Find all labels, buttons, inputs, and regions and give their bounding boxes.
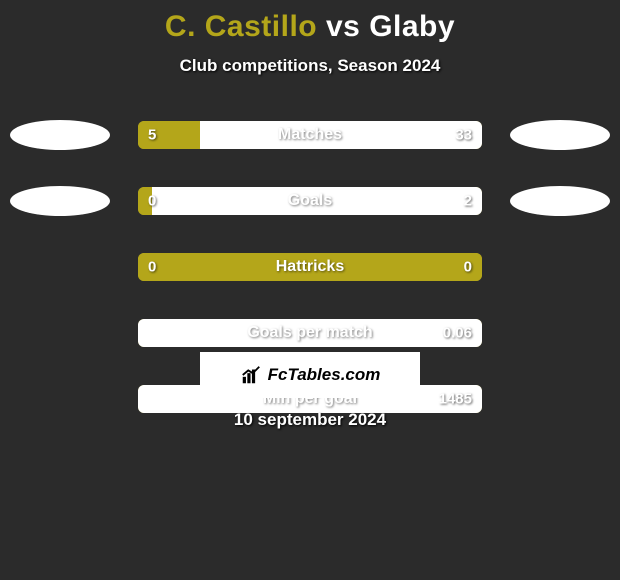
chart-icon <box>240 364 262 386</box>
page-title: C. Castillo vs Glaby <box>0 0 620 44</box>
stat-value-right: 1485 <box>439 391 472 408</box>
stat-value-right: 2 <box>464 193 472 210</box>
footer-date: 10 september 2024 <box>0 410 620 430</box>
player1-name: C. Castillo <box>165 10 317 43</box>
stat-bar: Matches <box>138 121 482 149</box>
bar-seg-right <box>152 187 482 215</box>
stat-bar: Goals per match <box>138 319 482 347</box>
logo-text: FcTables.com <box>268 365 381 385</box>
player2-marker <box>510 186 610 216</box>
bar-seg-right <box>138 319 482 347</box>
player1-marker <box>10 120 110 150</box>
player2-name: Glaby <box>369 10 455 43</box>
stat-row: Matches5 33 <box>0 112 620 158</box>
stat-value-left: 0 <box>148 193 156 210</box>
stat-row: Goals0 2 <box>0 178 620 224</box>
player1-marker <box>10 186 110 216</box>
comparison-card: C. Castillo vs Glaby Club competitions, … <box>0 0 620 580</box>
logo-box: FcTables.com <box>200 352 420 398</box>
stat-bar: Hattricks <box>138 253 482 281</box>
stat-value-left: 5 <box>148 127 156 144</box>
logo: FcTables.com <box>240 364 381 386</box>
vs-label: vs <box>326 10 360 43</box>
stat-bar: Goals <box>138 187 482 215</box>
stat-value-right: 0 <box>464 259 472 276</box>
subtitle: Club competitions, Season 2024 <box>0 56 620 76</box>
stat-row: Hattricks0 0 <box>0 244 620 290</box>
bar-seg-left <box>138 253 482 281</box>
stat-value-left: 0 <box>148 259 156 276</box>
bar-seg-right <box>200 121 482 149</box>
stat-value-right: 0.06 <box>443 325 472 342</box>
stat-row: Goals per match0.06 <box>0 310 620 356</box>
player2-marker <box>510 120 610 150</box>
stat-value-right: 33 <box>455 127 472 144</box>
